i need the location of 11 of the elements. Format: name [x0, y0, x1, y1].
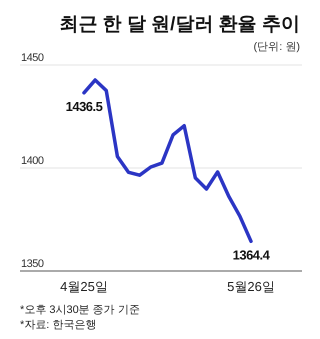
chart-title: 최근 한 달 원/달러 환율 추이 [59, 14, 300, 35]
y-tick-label: 1350 [21, 258, 44, 270]
text: *오후 3시30분 종가 기준 [20, 304, 140, 316]
x-tick-label: 4월25일 [60, 279, 108, 294]
text: *자료: 한국은행 [20, 319, 96, 331]
y-tick-label: 1400 [21, 155, 44, 167]
data-label: 1364.4 [232, 247, 271, 262]
y-tick-label: 1450 [21, 52, 44, 64]
data-label: 1436.5 [66, 98, 103, 114]
x-tick-label: 5월26일 [227, 279, 275, 294]
text: (단위: 원) [254, 41, 300, 53]
